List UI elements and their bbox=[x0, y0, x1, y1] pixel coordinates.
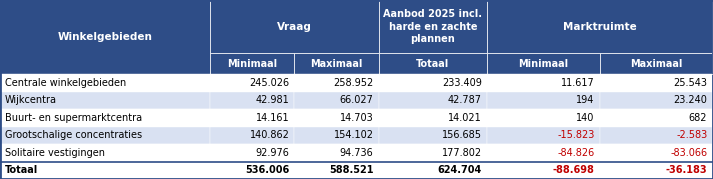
Bar bbox=[600, 54, 712, 74]
Bar bbox=[294, 91, 379, 109]
Text: 14.703: 14.703 bbox=[340, 113, 374, 123]
Text: 23.240: 23.240 bbox=[673, 95, 707, 105]
Text: -15.823: -15.823 bbox=[558, 130, 595, 140]
Text: Grootschalige concentraties: Grootschalige concentraties bbox=[5, 130, 142, 140]
Bar bbox=[294, 161, 379, 179]
Bar bbox=[294, 144, 379, 161]
Text: 14.161: 14.161 bbox=[256, 113, 289, 123]
Text: 154.102: 154.102 bbox=[334, 130, 374, 140]
Bar bbox=[600, 144, 712, 161]
Bar bbox=[379, 127, 487, 144]
Text: 25.543: 25.543 bbox=[673, 78, 707, 88]
Bar bbox=[294, 74, 379, 91]
Text: Aanbod 2025 incl.
harde en zachte
plannen: Aanbod 2025 incl. harde en zachte planne… bbox=[384, 9, 482, 44]
Bar bbox=[487, 74, 600, 91]
Bar bbox=[294, 127, 379, 144]
Bar bbox=[0, 91, 210, 109]
Bar bbox=[0, 0, 210, 74]
Text: 233.409: 233.409 bbox=[442, 78, 482, 88]
Text: Maximaal: Maximaal bbox=[310, 59, 363, 69]
Text: 177.802: 177.802 bbox=[442, 148, 482, 158]
Text: Vraag: Vraag bbox=[277, 22, 312, 32]
Bar bbox=[379, 91, 487, 109]
Text: Totaal: Totaal bbox=[416, 59, 449, 69]
Text: 92.976: 92.976 bbox=[255, 148, 289, 158]
Bar bbox=[0, 127, 210, 144]
Text: 258.952: 258.952 bbox=[334, 78, 374, 88]
Text: 14.021: 14.021 bbox=[448, 113, 482, 123]
Bar bbox=[210, 54, 294, 74]
Text: 11.617: 11.617 bbox=[561, 78, 595, 88]
Bar bbox=[487, 127, 600, 144]
Text: 42.981: 42.981 bbox=[256, 95, 289, 105]
Text: -83.066: -83.066 bbox=[670, 148, 707, 158]
Text: 682: 682 bbox=[689, 113, 707, 123]
Text: -84.826: -84.826 bbox=[558, 148, 595, 158]
Bar bbox=[600, 127, 712, 144]
Bar bbox=[379, 161, 487, 179]
Bar bbox=[379, 54, 487, 74]
Text: Buurt- en supermarktcentra: Buurt- en supermarktcentra bbox=[5, 113, 142, 123]
Text: 94.736: 94.736 bbox=[340, 148, 374, 158]
Bar bbox=[487, 161, 600, 179]
Bar bbox=[487, 91, 600, 109]
Text: 536.006: 536.006 bbox=[245, 165, 289, 175]
Bar bbox=[210, 161, 294, 179]
Bar bbox=[379, 144, 487, 161]
Bar bbox=[600, 161, 712, 179]
Bar bbox=[600, 109, 712, 127]
Text: Centrale winkelgebieden: Centrale winkelgebieden bbox=[5, 78, 126, 88]
Bar bbox=[294, 109, 379, 127]
Bar bbox=[379, 74, 487, 91]
Text: Minimaal: Minimaal bbox=[227, 59, 277, 69]
Text: Maximaal: Maximaal bbox=[630, 59, 682, 69]
Bar bbox=[0, 144, 210, 161]
Bar bbox=[487, 144, 600, 161]
Text: 66.027: 66.027 bbox=[339, 95, 374, 105]
Text: 245.026: 245.026 bbox=[250, 78, 289, 88]
Bar bbox=[294, 54, 379, 74]
Bar bbox=[600, 74, 712, 91]
Text: Minimaal: Minimaal bbox=[518, 59, 568, 69]
Text: 42.787: 42.787 bbox=[448, 95, 482, 105]
Bar bbox=[487, 109, 600, 127]
Text: Wijkcentra: Wijkcentra bbox=[5, 95, 57, 105]
Text: Solitaire vestigingen: Solitaire vestigingen bbox=[5, 148, 105, 158]
Bar bbox=[379, 109, 487, 127]
Bar bbox=[210, 91, 294, 109]
Text: 156.685: 156.685 bbox=[442, 130, 482, 140]
Text: 624.704: 624.704 bbox=[438, 165, 482, 175]
Bar bbox=[0, 161, 210, 179]
Bar bbox=[0, 74, 210, 91]
Text: Winkelgebieden: Winkelgebieden bbox=[58, 32, 153, 42]
Text: -36.183: -36.183 bbox=[666, 165, 707, 175]
Bar bbox=[210, 0, 379, 54]
Bar bbox=[210, 144, 294, 161]
Bar bbox=[487, 54, 600, 74]
Text: 140.862: 140.862 bbox=[250, 130, 289, 140]
Bar bbox=[487, 0, 712, 54]
Text: 194: 194 bbox=[576, 95, 595, 105]
Bar bbox=[210, 127, 294, 144]
Text: 140: 140 bbox=[576, 113, 595, 123]
Text: -88.698: -88.698 bbox=[553, 165, 595, 175]
Text: 588.521: 588.521 bbox=[329, 165, 374, 175]
Bar bbox=[210, 74, 294, 91]
Bar bbox=[0, 109, 210, 127]
Bar bbox=[600, 91, 712, 109]
Text: Marktruimte: Marktruimte bbox=[563, 22, 637, 32]
Text: Totaal: Totaal bbox=[5, 165, 39, 175]
Bar bbox=[210, 109, 294, 127]
Bar bbox=[379, 0, 487, 54]
Text: -2.583: -2.583 bbox=[676, 130, 707, 140]
